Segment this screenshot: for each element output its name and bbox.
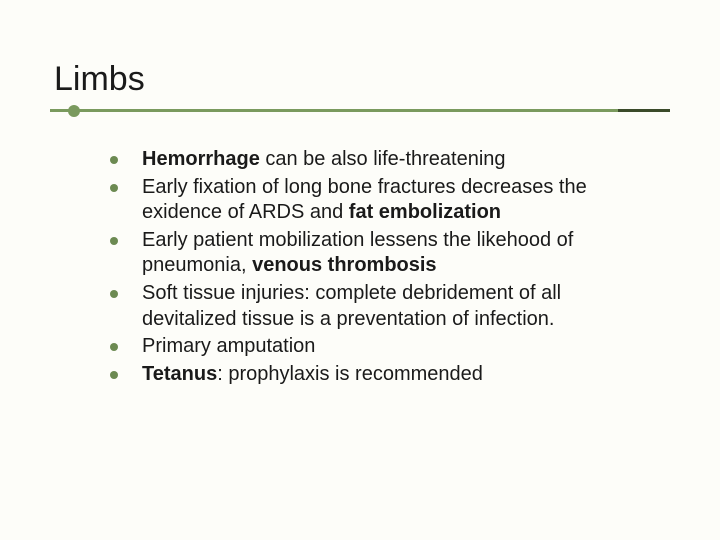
list-item: Early patient mobilization lessens the l… [110,228,650,279]
bullet-icon [110,343,118,351]
bullet-icon [110,184,118,192]
list-item: Tetanus: prophylaxis is recommended [110,362,650,388]
bullet-list: Hemorrhage can be also life-threateningE… [110,147,650,387]
list-item-text: Early patient mobilization lessens the l… [142,228,650,279]
bullet-icon [110,156,118,164]
underline-main [50,109,670,112]
list-item-text: Soft tissue injuries: complete debrideme… [142,281,650,332]
bullet-icon [110,290,118,298]
slide-title: Limbs [54,60,670,99]
list-item: Hemorrhage can be also life-threatening [110,147,650,173]
list-item: Soft tissue injuries: complete debrideme… [110,281,650,332]
list-item: Primary amputation [110,334,650,360]
bullet-icon [110,237,118,245]
slide: Limbs Hemorrhage can be also life-threat… [0,0,720,540]
list-item: Early fixation of long bone fractures de… [110,175,650,226]
bullet-icon [110,371,118,379]
list-item-text: Hemorrhage can be also life-threatening [142,147,506,173]
underline-tail [618,109,670,112]
underline-dot [68,105,80,117]
list-item-text: Primary amputation [142,334,315,360]
title-underline [50,105,670,119]
list-item-text: Early fixation of long bone fractures de… [142,175,650,226]
list-item-text: Tetanus: prophylaxis is recommended [142,362,483,388]
